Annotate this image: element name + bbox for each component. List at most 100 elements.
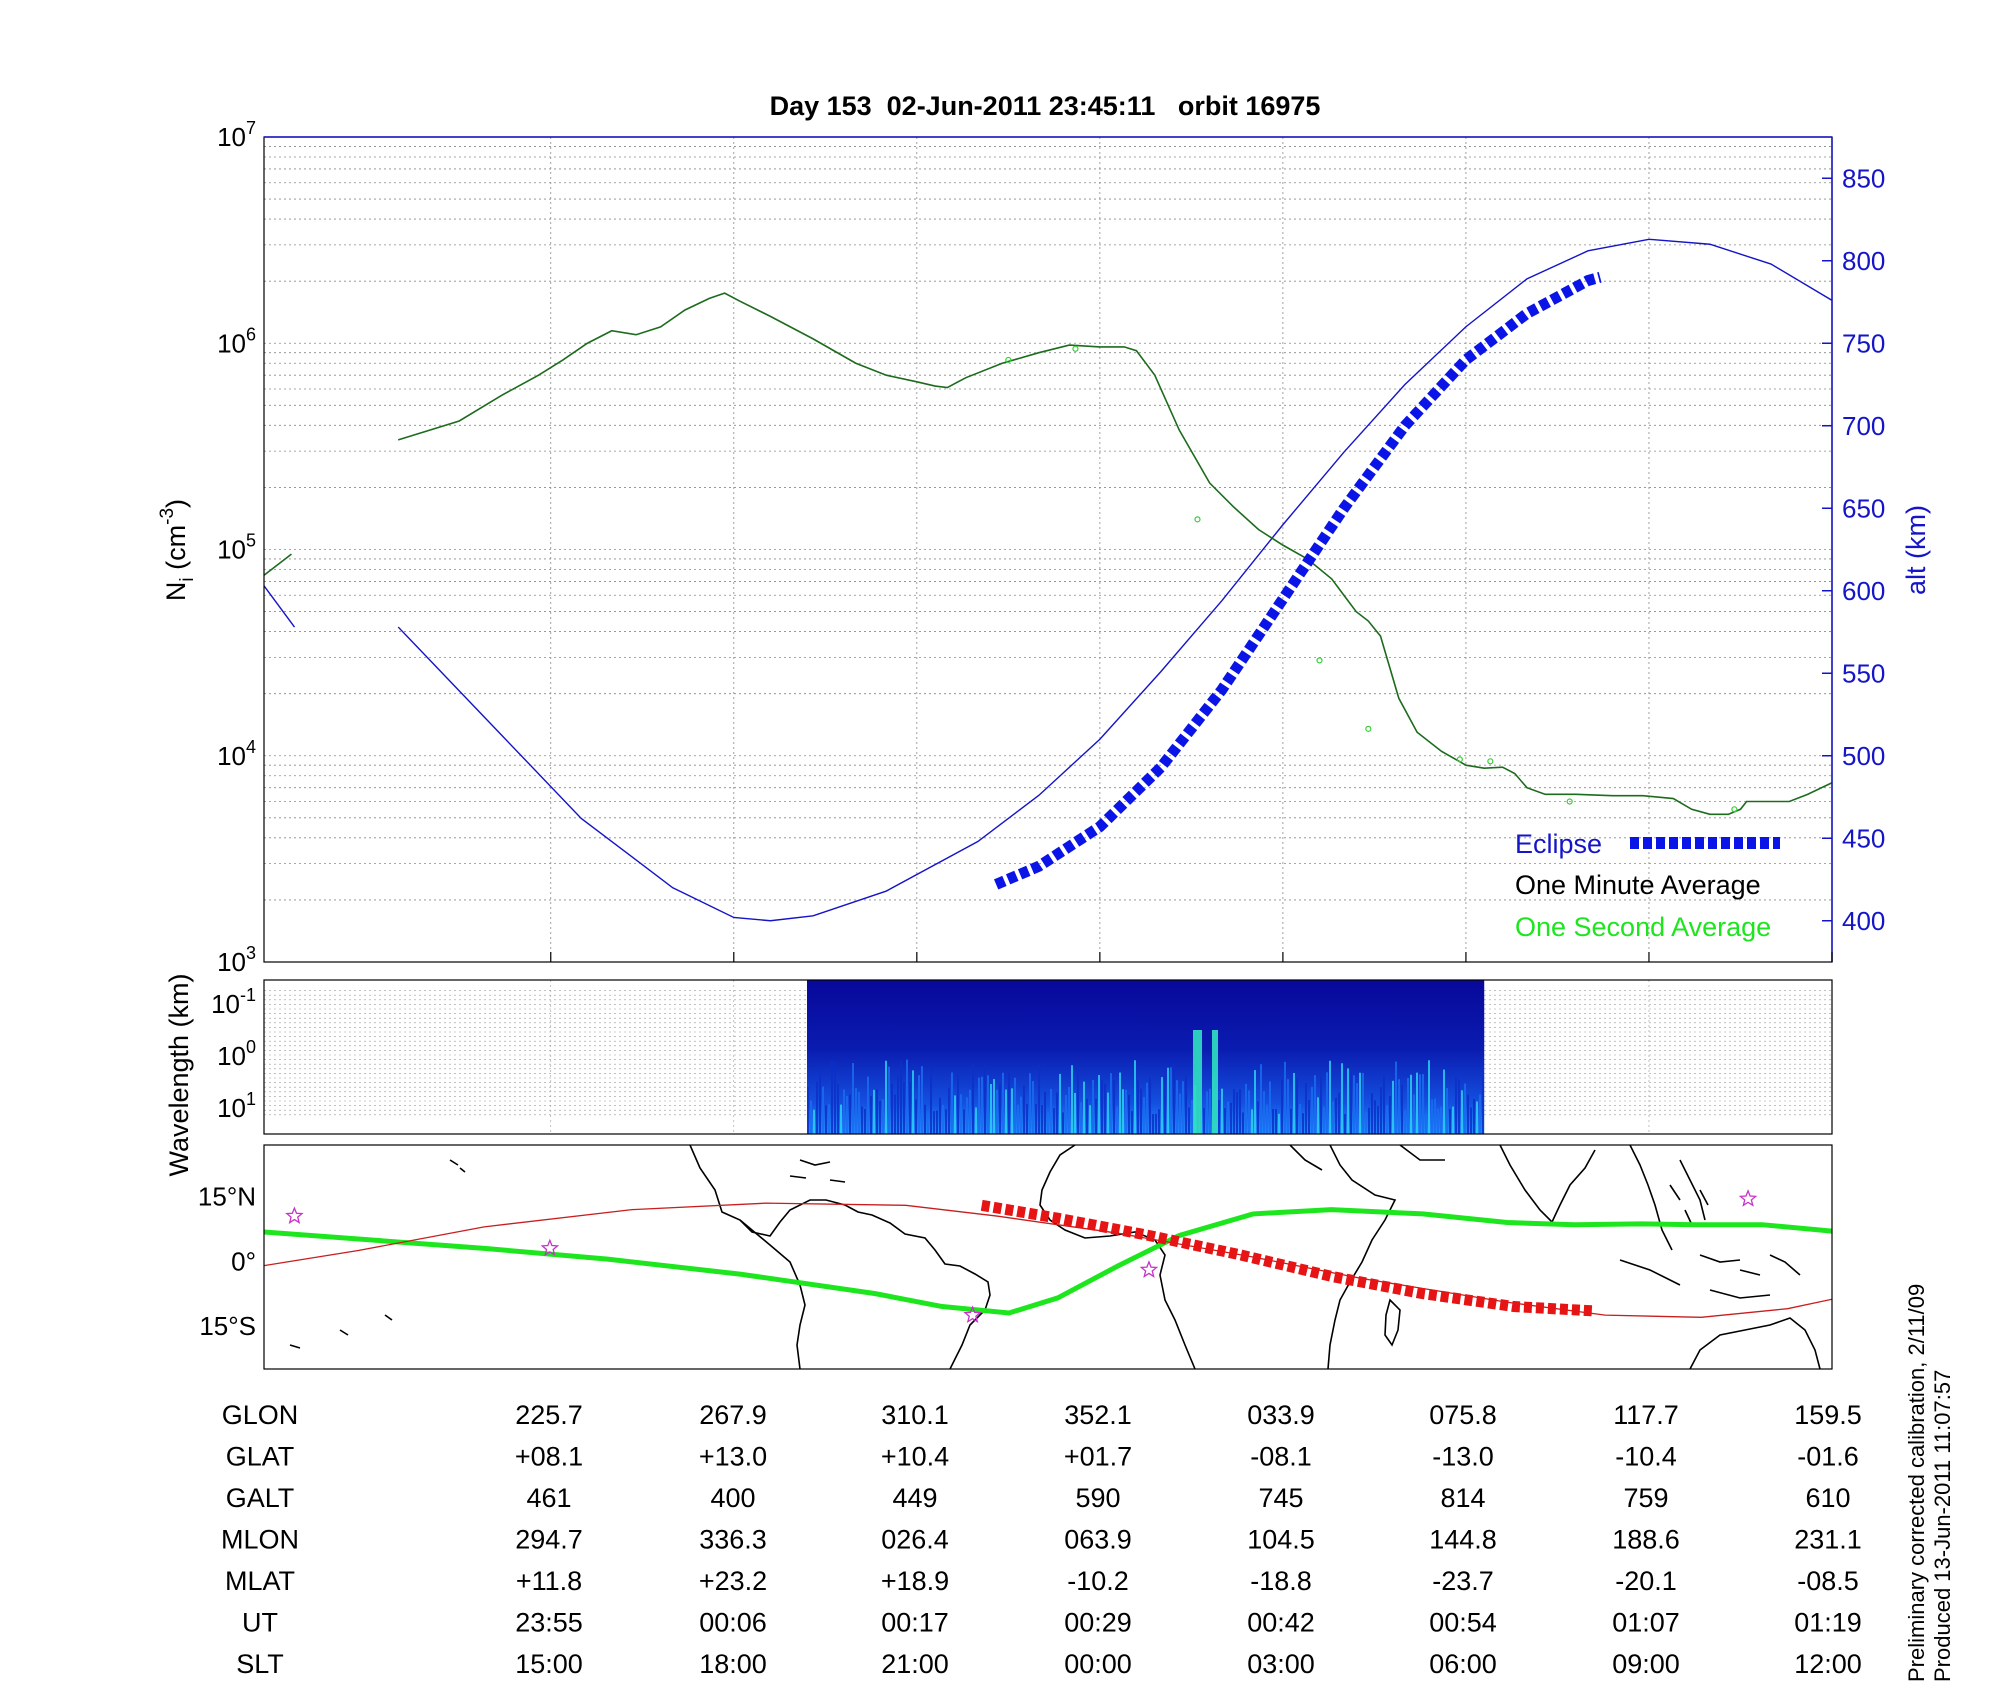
spec-column [1290, 1108, 1293, 1134]
spec-y-tick-base: 10 [211, 989, 240, 1019]
spec-column [1425, 1113, 1428, 1134]
spec-column [948, 1087, 951, 1134]
alt-tick-label: 400 [1842, 906, 1885, 936]
spec-column [1308, 1100, 1311, 1134]
spec-column [915, 1099, 918, 1134]
spec-column [1155, 1113, 1158, 1134]
density-y-tick: 104 [217, 737, 256, 771]
density-series [264, 238, 1832, 922]
spec-column [864, 1109, 867, 1134]
spec-column [1401, 1084, 1404, 1134]
spec-column [1281, 1079, 1284, 1134]
density-y-label: Ni (cm-3) [157, 499, 198, 601]
spec-column [816, 1081, 819, 1134]
table-cell: 449 [892, 1483, 937, 1513]
table-row-label: GLON [222, 1400, 299, 1430]
spec-column [1428, 1060, 1431, 1134]
table-row-label: UT [242, 1608, 278, 1638]
spec-column [1389, 1095, 1392, 1134]
spec-column [849, 1094, 852, 1134]
spec-column [1035, 1104, 1038, 1134]
spec-column [933, 1111, 936, 1134]
spec-burst [1193, 1030, 1202, 1134]
table-cell: 03:00 [1247, 1649, 1315, 1679]
ni-second-point [1072, 345, 1079, 352]
map-y-tick: 15°N [198, 1182, 256, 1212]
spec-column [1125, 1089, 1128, 1134]
chart-title: Day 153 02-Jun-2011 23:45:11 orbit 16975 [770, 91, 1321, 121]
spec-column [918, 1075, 921, 1134]
spec-column [1167, 1067, 1170, 1134]
spec-column [1329, 1060, 1332, 1134]
table-cell: 09:00 [1612, 1649, 1680, 1679]
ni-second-point [1316, 657, 1323, 664]
spec-column [1344, 1113, 1347, 1134]
spec-column [1161, 1077, 1164, 1134]
spec-column [987, 1075, 990, 1134]
spec-column [1182, 1081, 1185, 1134]
table-cell: 231.1 [1794, 1525, 1862, 1555]
spec-y-tick-base: 10 [217, 1093, 246, 1123]
spec-column [1143, 1097, 1146, 1134]
spec-column [906, 1059, 909, 1134]
spec-column [1020, 1096, 1023, 1134]
spec-column [1044, 1091, 1047, 1134]
spec-column [1176, 1080, 1179, 1134]
coastline-se-asia [1629, 1145, 1706, 1251]
spec-column [1263, 1091, 1266, 1134]
spec-column [813, 1109, 816, 1134]
spec-column [822, 1086, 825, 1134]
map-y-tick: 15°S [199, 1311, 256, 1341]
table-cell: 352.1 [1064, 1400, 1132, 1430]
spec-column [837, 1083, 840, 1134]
spec-column [1380, 1087, 1383, 1134]
table-cell: 267.9 [699, 1400, 767, 1430]
table-cell: 461 [526, 1483, 571, 1513]
spec-column [960, 1094, 963, 1134]
spec-column [1347, 1068, 1350, 1134]
ni-second-point [1487, 758, 1494, 765]
ylabel-unit: (cm [161, 525, 191, 577]
satellite-track [264, 1207, 1832, 1316]
legend: Eclipse One Minute Average One Second Av… [1515, 829, 1780, 942]
spec-column [828, 1104, 831, 1134]
table-cell: +08.1 [515, 1442, 583, 1472]
alt-tick-label: 850 [1842, 163, 1885, 193]
track-marker [540, 1238, 560, 1257]
spec-column [1371, 1093, 1374, 1134]
spec-column [1170, 1067, 1173, 1134]
spec-column [1071, 1065, 1074, 1134]
table-cell: +18.9 [881, 1566, 949, 1596]
table-cell: 310.1 [881, 1400, 949, 1430]
spec-column [1062, 1112, 1065, 1134]
coastline-madagascar [1384, 1298, 1401, 1347]
spec-column [1095, 1098, 1098, 1134]
spec-column [897, 1076, 900, 1134]
spec-column [1242, 1112, 1245, 1134]
spec-column [1470, 1107, 1473, 1134]
density-y-tick-base: 10 [217, 741, 246, 771]
spec-column [1377, 1105, 1380, 1134]
spec-column [1254, 1070, 1257, 1134]
table-cell: +23.2 [699, 1566, 767, 1596]
legend-eclipse-label: Eclipse [1515, 829, 1602, 859]
spec-column [1338, 1092, 1341, 1134]
density-y-tick-exp: 6 [246, 324, 256, 344]
table-row-label: MLAT [225, 1566, 295, 1596]
legend-one-minute: One Minute Average [1515, 870, 1761, 900]
spec-column [1266, 1104, 1269, 1134]
side-note-line1: Preliminary corrected calibration, 2/11/… [1904, 1284, 1929, 1682]
spec-column [1251, 1109, 1254, 1134]
table-cell: 225.7 [515, 1400, 583, 1430]
spec-column [1299, 1103, 1302, 1134]
table-cell: -18.8 [1250, 1566, 1312, 1596]
table-row-label: GLAT [226, 1442, 295, 1472]
table-cell: -10.2 [1067, 1566, 1129, 1596]
table-cell: +13.0 [699, 1442, 767, 1472]
spec-column [1149, 1077, 1152, 1134]
density-y-tick-exp: 7 [246, 118, 256, 138]
spec-column [1476, 1101, 1479, 1134]
